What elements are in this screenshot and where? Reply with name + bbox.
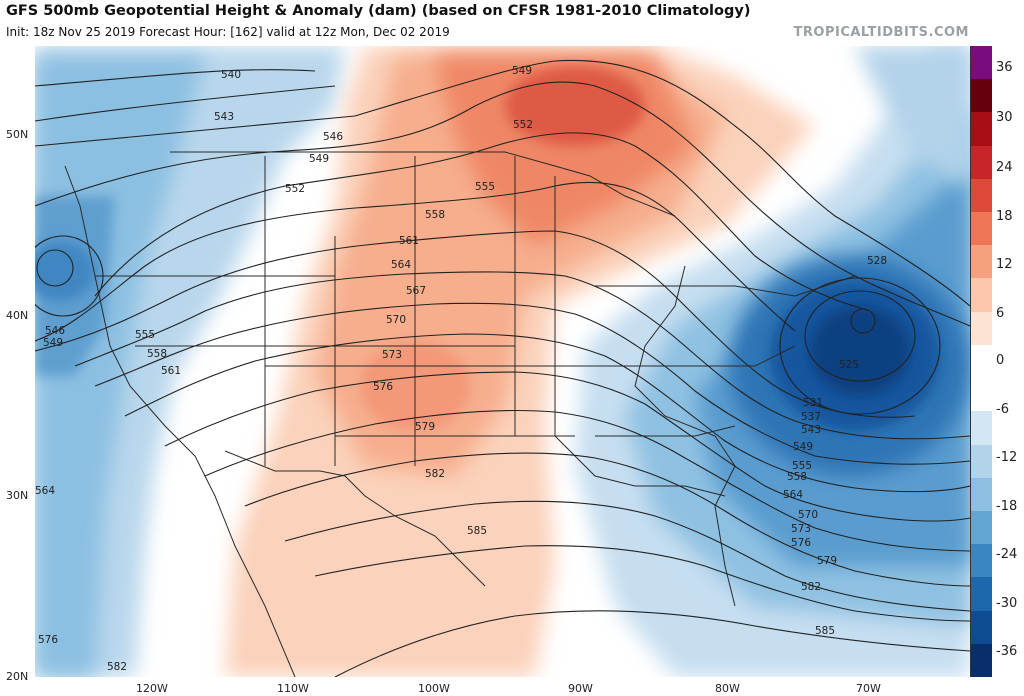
colorbar-segment bbox=[971, 212, 992, 246]
lon-label: 80W bbox=[715, 682, 740, 695]
colorbar-segment bbox=[971, 46, 992, 80]
contour-label: 528 bbox=[867, 255, 887, 267]
colorbar-label: -6 bbox=[996, 402, 1009, 417]
colorbar-segment bbox=[971, 344, 992, 379]
colorbar-segment bbox=[971, 178, 992, 213]
contour-label: 540 bbox=[221, 69, 241, 81]
colorbar-segment bbox=[971, 112, 992, 147]
contour-label: 567 bbox=[406, 285, 426, 297]
contour-label: 549 bbox=[309, 153, 329, 165]
colorbar-label: 18 bbox=[996, 209, 1013, 224]
contour-label: 585 bbox=[815, 625, 835, 637]
contour-label: 543 bbox=[801, 424, 821, 436]
colorbar-label: 0 bbox=[996, 353, 1005, 368]
contour-label: 549 bbox=[793, 441, 813, 453]
lon-label: 100W bbox=[418, 682, 450, 695]
lat-label: 20N bbox=[6, 670, 29, 683]
lon-label: 110W bbox=[277, 682, 309, 695]
colorbar-label: -12 bbox=[996, 450, 1018, 465]
colorbar-segment bbox=[971, 145, 992, 180]
colorbar bbox=[970, 46, 992, 678]
contour-label: 576 bbox=[373, 381, 393, 393]
colorbar-label: 36 bbox=[996, 60, 1013, 75]
lon-label: 120W bbox=[136, 682, 168, 695]
height-contours bbox=[35, 59, 970, 677]
contour-label: 531 bbox=[803, 397, 823, 409]
lon-label: 90W bbox=[568, 682, 593, 695]
contour-label: 555 bbox=[475, 181, 495, 193]
political-borders bbox=[64, 151, 856, 677]
map-subtitle: Init: 18z Nov 25 2019 Forecast Hour: [16… bbox=[6, 25, 450, 39]
contour-labels: 540 543 546 549 552 555 558 561 564 567 … bbox=[35, 65, 887, 673]
contour-label: 585 bbox=[467, 525, 487, 537]
colorbar-segment bbox=[971, 79, 992, 113]
contour-label: 570 bbox=[798, 509, 818, 521]
colorbar-segment bbox=[971, 378, 992, 412]
colorbar-label: 12 bbox=[996, 257, 1013, 272]
contour-label: 564 bbox=[35, 485, 55, 497]
contour-label: 546 bbox=[45, 325, 65, 337]
colorbar-segment bbox=[971, 577, 992, 612]
contour-label: 537 bbox=[801, 411, 821, 423]
contour-label: 558 bbox=[147, 348, 167, 360]
lat-label: 50N bbox=[6, 128, 29, 141]
contour-label: 552 bbox=[513, 119, 533, 131]
colorbar-label: 6 bbox=[996, 306, 1005, 321]
contour-label: 582 bbox=[425, 468, 445, 480]
contour-label: 549 bbox=[43, 337, 63, 349]
colorbar-label: 30 bbox=[996, 110, 1013, 125]
contour-label: 555 bbox=[135, 329, 155, 341]
colorbar-label: -30 bbox=[996, 596, 1018, 611]
contour-label: 561 bbox=[161, 365, 181, 377]
contour-label: 546 bbox=[323, 131, 343, 143]
contour-label: 558 bbox=[425, 209, 445, 221]
lon-label: 70W bbox=[856, 682, 881, 695]
lat-label: 30N bbox=[6, 489, 29, 502]
colorbar-segment bbox=[971, 477, 992, 512]
contour-label: 552 bbox=[285, 183, 305, 195]
lat-label: 40N bbox=[6, 309, 29, 322]
contour-label: 564 bbox=[391, 259, 411, 271]
colorbar-segment bbox=[971, 610, 992, 645]
contour-label: 555 bbox=[792, 460, 812, 472]
contour-label: 579 bbox=[817, 555, 837, 567]
contour-label: 543 bbox=[214, 111, 234, 123]
colorbar-segment bbox=[971, 444, 992, 479]
colorbar-segment bbox=[971, 510, 992, 545]
colorbar-segment bbox=[971, 544, 992, 578]
colorbar-label: -36 bbox=[996, 644, 1018, 659]
contour-label: 549 bbox=[512, 65, 532, 77]
contour-label: 582 bbox=[801, 581, 821, 593]
contour-label: 579 bbox=[415, 421, 435, 433]
colorbar-label: -18 bbox=[996, 499, 1018, 514]
colorbar-segment bbox=[971, 311, 992, 346]
contour-label: 570 bbox=[386, 314, 406, 326]
map-panel: 540 543 546 549 552 555 558 561 564 567 … bbox=[35, 46, 970, 677]
map-title: GFS 500mb Geopotential Height & Anomaly … bbox=[6, 3, 751, 19]
colorbar-label: 24 bbox=[996, 160, 1013, 175]
colorbar-label: -24 bbox=[996, 547, 1018, 562]
contour-label: 525 bbox=[839, 359, 859, 371]
contour-label: 558 bbox=[787, 471, 807, 483]
contour-label: 576 bbox=[791, 537, 811, 549]
map-canvas: 540 543 546 549 552 555 558 561 564 567 … bbox=[35, 46, 970, 677]
contour-label: 561 bbox=[399, 235, 419, 247]
contour-label: 576 bbox=[38, 634, 58, 646]
colorbar-segment bbox=[971, 411, 992, 446]
contour-label: 582 bbox=[107, 661, 127, 673]
brand-watermark: TROPICALTIDBITS.COM bbox=[793, 25, 969, 40]
contour-label: 564 bbox=[783, 489, 803, 501]
contour-label: 573 bbox=[382, 349, 402, 361]
anomaly-shading bbox=[35, 46, 970, 677]
contour-label: 573 bbox=[791, 523, 811, 535]
colorbar-segment bbox=[971, 643, 992, 678]
colorbar-segment bbox=[971, 245, 992, 279]
colorbar-segment bbox=[971, 278, 992, 313]
